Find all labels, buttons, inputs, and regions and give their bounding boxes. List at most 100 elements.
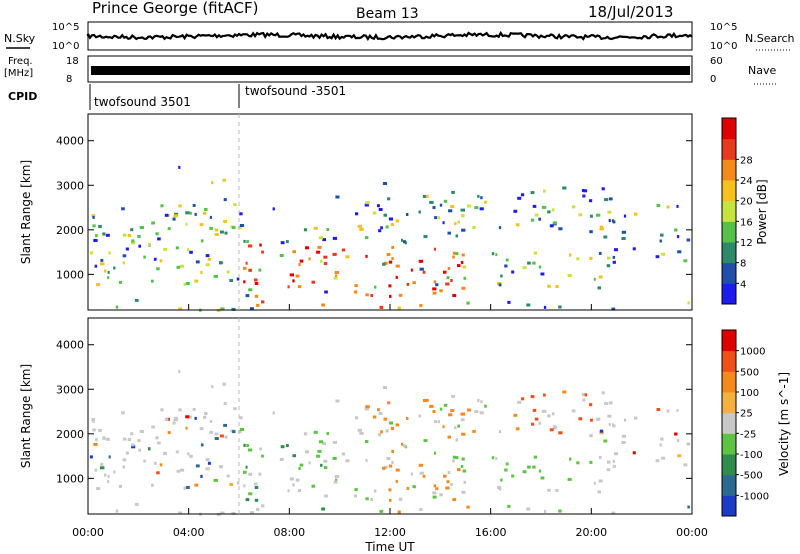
velocity-cell	[220, 511, 225, 515]
velocity-cell	[513, 413, 518, 417]
power-cell	[452, 294, 457, 297]
power-cell	[195, 260, 200, 264]
velocity-cell	[194, 416, 197, 420]
velocity-cell	[308, 461, 311, 465]
power-cell	[455, 234, 458, 238]
velocity-cell	[389, 498, 392, 502]
power-cell	[419, 304, 423, 307]
velocity-cell	[538, 421, 541, 425]
power-cell	[185, 211, 190, 215]
power-cell	[289, 273, 294, 277]
velocity-cell	[456, 468, 461, 472]
power-cell	[504, 264, 508, 268]
velocity-cell	[425, 398, 429, 402]
power-cell	[159, 259, 163, 263]
velocity-cell	[532, 408, 537, 412]
power-cell	[543, 305, 547, 309]
power-cell	[606, 264, 611, 268]
power-cell	[189, 250, 193, 254]
velocity-cell	[192, 407, 196, 411]
velocity-cell	[455, 438, 458, 442]
velocity-cell	[226, 474, 230, 478]
velocity-cell	[139, 430, 145, 433]
velocity-cell	[538, 469, 542, 473]
power-cell	[447, 267, 451, 270]
power-ylabel: Slant Range [km]	[19, 160, 33, 264]
power-cell	[246, 240, 249, 243]
power-cell	[380, 226, 383, 230]
power-cell	[569, 253, 572, 257]
velocity-cell	[435, 487, 439, 491]
power-cell	[452, 255, 455, 259]
velocity-cell	[461, 457, 465, 461]
velocity-cell	[395, 468, 400, 472]
velocity-cell	[388, 421, 393, 425]
power-cell	[520, 193, 525, 197]
power-cell	[383, 213, 387, 217]
power-cell	[335, 195, 340, 199]
power-cell	[183, 282, 187, 286]
power-cell	[365, 236, 369, 240]
power-cell	[96, 283, 101, 287]
power-cell	[445, 282, 450, 286]
power-cell	[612, 255, 615, 259]
cpid-segment-2: twofsound -3501	[245, 84, 346, 98]
velocity-cell	[611, 511, 616, 515]
power-cell	[259, 243, 262, 247]
power-cell	[232, 226, 236, 230]
velocity-cell	[612, 464, 616, 468]
nsky-label: N.Sky	[4, 32, 36, 45]
velocity-cell	[386, 457, 391, 460]
power-cell	[103, 269, 107, 273]
velocity-cell	[466, 505, 470, 509]
colorbar-swatch	[722, 159, 736, 181]
power-cell	[147, 243, 151, 247]
velocity-cell	[433, 484, 437, 488]
velocity-cell	[254, 486, 259, 489]
velocity-cell	[614, 452, 618, 456]
power-cell	[382, 262, 386, 266]
velocity-cell	[127, 438, 132, 441]
power-cell	[122, 233, 127, 237]
power-cell	[432, 291, 437, 295]
colorbar-swatch	[722, 495, 736, 517]
power-cell	[543, 189, 546, 193]
power-cell	[522, 266, 527, 270]
power-cell	[287, 285, 290, 289]
velocity-cell	[547, 414, 551, 418]
power-cell	[179, 264, 185, 268]
velocity-cell	[209, 430, 214, 434]
velocity-cell	[115, 509, 119, 513]
velocity-cell	[541, 409, 547, 413]
velocity-cell	[558, 431, 563, 435]
velocity-cell	[543, 509, 547, 513]
power-cell	[311, 280, 315, 284]
velocity-cell	[599, 431, 604, 435]
velocity-cell	[249, 511, 254, 515]
velocity-cell	[335, 399, 340, 403]
power-cell	[258, 268, 262, 272]
velocity-cell	[530, 395, 535, 399]
velocity-cell	[442, 425, 445, 429]
power-cell	[292, 250, 296, 254]
power-cell	[308, 257, 311, 261]
velocity-cell	[299, 463, 304, 467]
power-cell	[582, 194, 586, 198]
velocity-cell	[357, 428, 363, 432]
power-cell	[540, 272, 545, 276]
power-cell	[599, 227, 604, 231]
velocity-cell	[211, 385, 214, 389]
power-cell	[205, 254, 210, 258]
velocity-cell	[160, 408, 164, 412]
velocity-cell	[107, 474, 110, 478]
power-cell	[472, 225, 476, 229]
power-cell	[354, 290, 357, 294]
power-cell	[313, 226, 318, 230]
power-cell	[567, 273, 572, 277]
power-cell	[100, 258, 104, 262]
power-cell	[341, 248, 346, 252]
velocity-cell	[382, 386, 387, 389]
power-cell	[589, 214, 593, 218]
power-cell	[155, 232, 159, 236]
velocity-cell	[500, 478, 503, 482]
